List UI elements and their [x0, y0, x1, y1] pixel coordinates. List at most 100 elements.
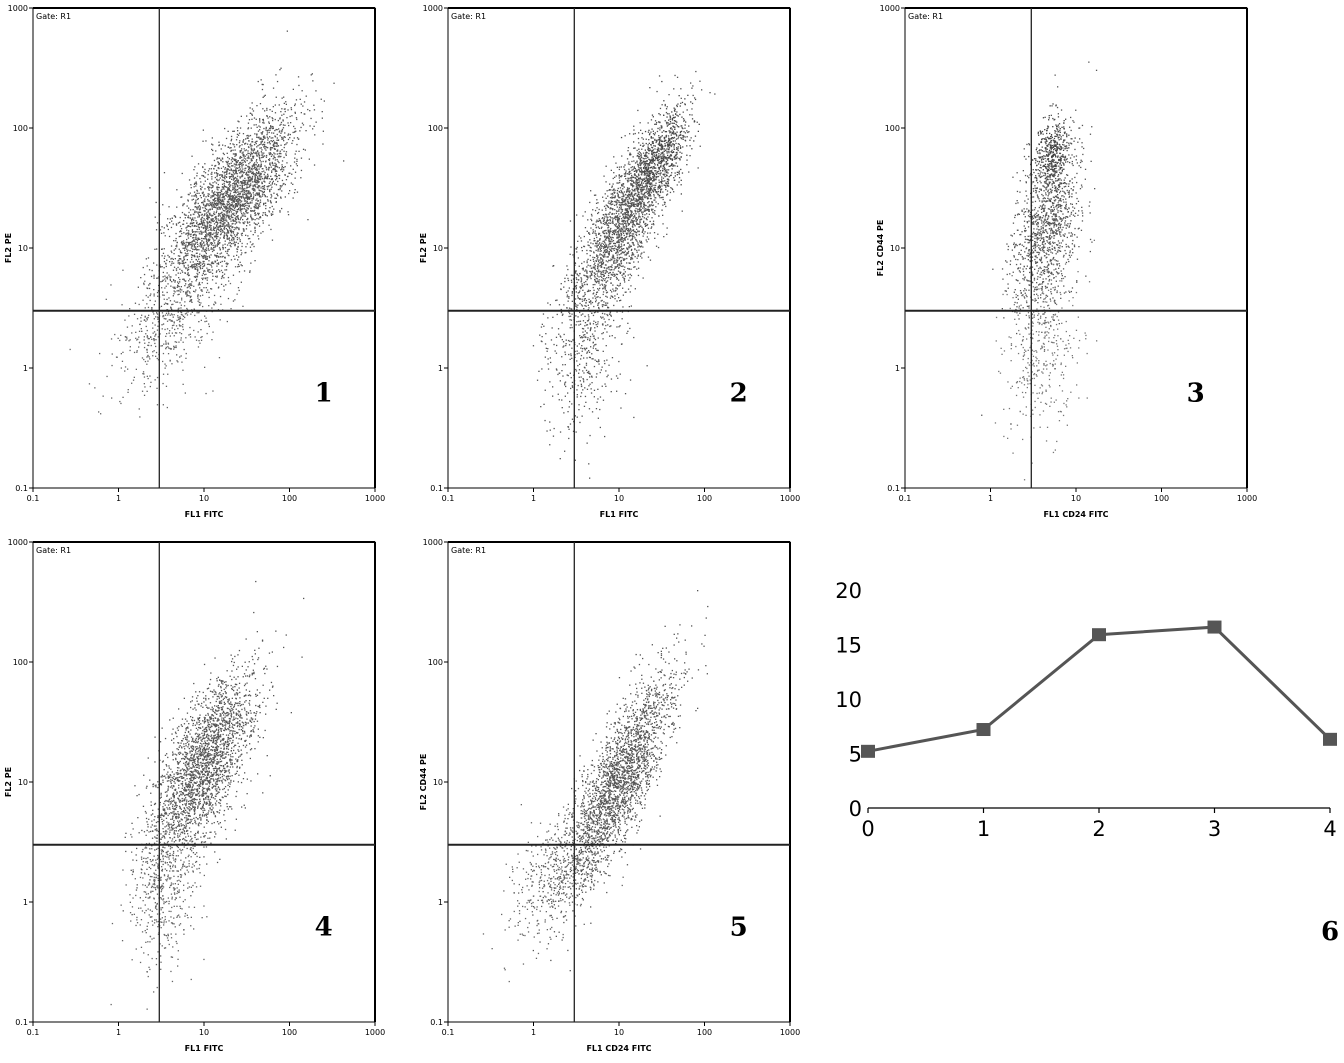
event-dot	[129, 308, 130, 309]
event-dot	[174, 335, 175, 336]
event-dot	[187, 217, 188, 218]
event-dot	[201, 175, 202, 176]
event-dot	[641, 211, 642, 212]
event-dot	[227, 238, 228, 239]
event-dot	[222, 145, 223, 146]
event-dot	[623, 221, 624, 222]
x-tick-label: 1	[116, 494, 121, 503]
event-dot	[594, 327, 595, 328]
event-dot	[209, 269, 210, 270]
event-dot	[210, 204, 211, 205]
event-dot	[124, 320, 125, 321]
event-dot	[197, 242, 198, 243]
event-dot	[247, 221, 248, 222]
event-dot	[178, 342, 179, 343]
event-dot	[213, 218, 214, 219]
event-dot	[249, 170, 250, 171]
event-dot	[241, 188, 242, 189]
event-dot	[203, 232, 204, 233]
event-dot	[627, 187, 628, 188]
event-dot	[187, 246, 188, 247]
event-dot	[565, 345, 566, 346]
event-dot	[582, 332, 583, 333]
event-dot	[211, 174, 212, 175]
event-dot	[148, 345, 149, 346]
event-dot	[160, 281, 161, 282]
event-dot	[658, 247, 659, 248]
event-dot	[247, 196, 248, 197]
event-dot	[161, 287, 162, 288]
event-dot	[235, 207, 236, 208]
event-dot	[180, 197, 181, 198]
event-dot	[152, 322, 153, 323]
event-dot	[222, 197, 223, 198]
event-dot	[229, 189, 230, 190]
event-dot	[628, 203, 629, 204]
event-dot	[224, 199, 225, 200]
event-dot	[222, 261, 223, 262]
event-dot	[125, 336, 126, 337]
event-dot	[184, 317, 185, 318]
event-dot	[192, 232, 193, 233]
event-dot	[638, 213, 639, 214]
event-dot	[255, 204, 256, 205]
event-dot	[284, 144, 285, 145]
event-dot	[284, 109, 285, 110]
event-dot	[585, 281, 586, 282]
event-dot	[196, 249, 197, 250]
event-dot	[229, 209, 230, 210]
event-dot	[237, 202, 238, 203]
event-dot	[236, 139, 237, 140]
event-dot	[662, 205, 663, 206]
event-dot	[269, 141, 270, 142]
event-dot	[185, 337, 186, 338]
event-dot	[294, 137, 295, 138]
event-dot	[214, 172, 215, 173]
event-dot	[194, 263, 195, 264]
event-dot	[207, 280, 208, 281]
event-dot	[268, 168, 269, 169]
event-dot	[241, 282, 242, 283]
event-dot	[203, 273, 204, 274]
event-dot	[671, 150, 672, 151]
event-dot	[251, 149, 252, 150]
event-dot	[217, 188, 218, 189]
event-dot	[234, 181, 235, 182]
event-dot	[602, 261, 603, 262]
event-dot	[263, 122, 264, 123]
event-dot	[666, 112, 667, 113]
event-dot	[199, 212, 200, 213]
event-dot	[183, 204, 184, 205]
event-dot	[195, 289, 196, 290]
event-dot	[259, 173, 260, 174]
event-dot	[262, 152, 263, 153]
event-dot	[218, 213, 219, 214]
event-dot	[629, 203, 630, 204]
event-dot	[171, 221, 172, 222]
event-dot	[223, 203, 224, 204]
event-dot	[643, 236, 644, 237]
event-dot	[253, 194, 254, 195]
event-dot	[295, 103, 296, 104]
event-dot	[624, 239, 625, 240]
event-dot	[315, 90, 316, 91]
gate-label: Gate: R1	[36, 12, 71, 21]
event-dot	[244, 143, 245, 144]
event-dot	[216, 229, 217, 230]
event-dot	[208, 210, 209, 211]
event-dot	[179, 249, 180, 250]
event-dot	[171, 281, 172, 282]
event-dot	[234, 234, 235, 235]
event-dot	[231, 150, 232, 151]
event-dot	[234, 191, 235, 192]
event-dot	[224, 185, 225, 186]
event-dot	[608, 268, 609, 269]
event-dot	[257, 203, 258, 204]
event-dot	[235, 186, 236, 187]
event-dot	[618, 202, 619, 203]
event-dot	[216, 179, 217, 180]
event-dot	[284, 174, 285, 175]
event-dot	[637, 110, 638, 111]
event-dot	[228, 216, 229, 217]
